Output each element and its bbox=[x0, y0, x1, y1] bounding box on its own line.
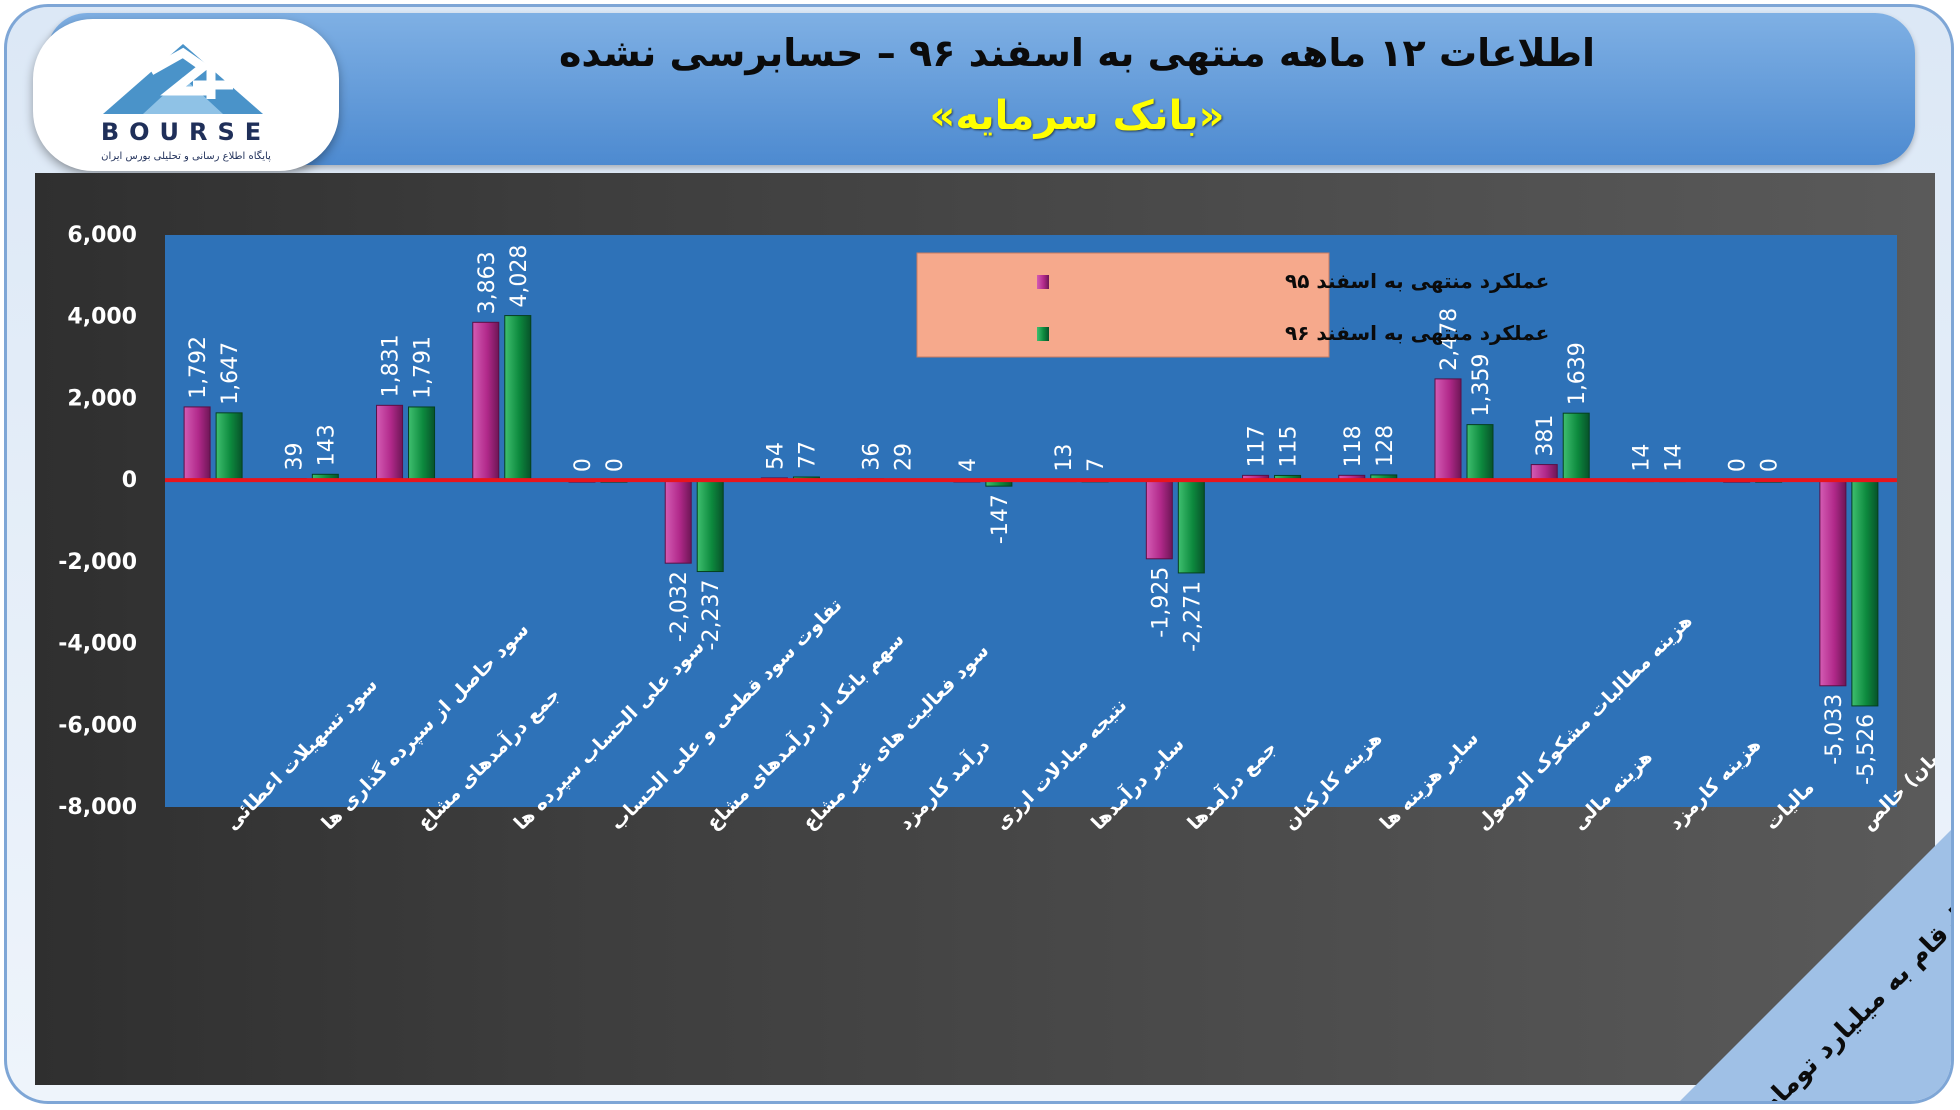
y-tick-label: -2,000 bbox=[58, 550, 137, 575]
bar-1 bbox=[472, 321, 500, 481]
data-label: -1,925 bbox=[1148, 567, 1173, 638]
bar-2 bbox=[1466, 424, 1494, 481]
data-label: -2,271 bbox=[1180, 581, 1205, 652]
bourse24-logo: BOURSE پایگاه اطلاع رسانی و تحلیلی بورس … bbox=[33, 19, 339, 171]
data-label: 7 bbox=[1084, 458, 1109, 472]
data-label: 115 bbox=[1277, 425, 1302, 467]
legend: عملکرد منتهی به اسفند ۹۵ عملکرد منتهی به … bbox=[916, 252, 1549, 358]
y-tick-label: 4,000 bbox=[67, 305, 137, 330]
data-label: 39 bbox=[282, 443, 307, 471]
bar-2 bbox=[215, 412, 243, 481]
bar-1 bbox=[183, 406, 211, 481]
data-label: 54 bbox=[763, 442, 788, 470]
data-label: 1,791 bbox=[411, 336, 436, 399]
legend-label: عملکرد منتهی به اسفند ۹۶ bbox=[1285, 321, 1549, 345]
data-label: 117 bbox=[1245, 425, 1270, 467]
header-band bbox=[47, 13, 1915, 165]
data-label: 14 bbox=[1661, 444, 1686, 472]
data-label: 1,831 bbox=[379, 334, 404, 397]
legend-swatch bbox=[1037, 275, 1049, 289]
legend-label: عملکرد منتهی به اسفند ۹۵ bbox=[1285, 269, 1549, 293]
bar-1 bbox=[1434, 378, 1462, 481]
svg-text:پایگاه اطلاع رسانی و تحلیلی بو: پایگاه اطلاع رسانی و تحلیلی بورس ایران bbox=[101, 150, 271, 162]
data-label: 128 bbox=[1373, 425, 1398, 467]
bar-chart: 6,000 4,000 2,000 0 -2,000 -4,000 -6,000 -8,000… bbox=[58, 223, 1935, 835]
bar-2 bbox=[504, 315, 532, 481]
unit-badge: ارقام به میلیارد تومان bbox=[1680, 830, 1951, 1101]
data-label: 4,028 bbox=[507, 245, 532, 308]
bar-2 bbox=[408, 406, 436, 481]
data-label: 1,792 bbox=[186, 336, 211, 399]
data-label: 1,359 bbox=[1469, 354, 1494, 417]
chart-title: اطلاعات ۱۲ ماهه منتهی به اسفند ۹۶ – حساب… bbox=[558, 31, 1596, 75]
data-label: -147 bbox=[988, 494, 1013, 544]
logo-graphic: BOURSE پایگاه اطلاع رسانی و تحلیلی بورس … bbox=[43, 44, 329, 162]
data-label: 0 bbox=[1726, 458, 1751, 472]
bar-2 bbox=[1851, 479, 1879, 707]
data-label: -5,526 bbox=[1854, 714, 1879, 785]
data-label: -2,237 bbox=[699, 580, 724, 651]
data-label: 1,639 bbox=[1565, 342, 1590, 405]
chart-area: 6,000 4,000 2,000 0 -2,000 -4,000 -6,000 -8,000… bbox=[35, 173, 1935, 1085]
chart-subtitle: «بانک سرمایه» bbox=[929, 93, 1225, 139]
data-label: -5,033 bbox=[1822, 694, 1847, 765]
data-label: 0 bbox=[571, 458, 596, 472]
bar-1 bbox=[664, 479, 692, 564]
y-tick-label: -6,000 bbox=[58, 713, 137, 738]
data-label: 13 bbox=[1052, 444, 1077, 472]
bar-1 bbox=[1530, 464, 1558, 481]
data-label: 4 bbox=[956, 458, 981, 472]
svg-text:BOURSE: BOURSE bbox=[101, 118, 271, 146]
data-label: 1,647 bbox=[218, 342, 243, 405]
bar-2 bbox=[1177, 479, 1205, 574]
y-tick-label: -4,000 bbox=[58, 632, 137, 657]
data-label: 3,863 bbox=[475, 251, 500, 314]
bar-1 bbox=[1145, 479, 1173, 560]
bar-1 bbox=[1819, 479, 1847, 687]
data-label: 0 bbox=[1758, 458, 1783, 472]
y-tick-label: 6,000 bbox=[67, 223, 137, 248]
bar-1 bbox=[376, 404, 404, 481]
data-label: -2,032 bbox=[667, 571, 692, 642]
y-tick-label: 0 bbox=[122, 468, 137, 493]
bar-2 bbox=[1562, 412, 1590, 481]
data-label: 29 bbox=[892, 443, 917, 471]
data-label: 2,478 bbox=[1437, 308, 1462, 371]
data-label: 143 bbox=[314, 424, 339, 466]
legend-swatch bbox=[1037, 327, 1049, 341]
page-frame: BOURSE پایگاه اطلاع رسانی و تحلیلی بورس … bbox=[4, 4, 1954, 1104]
y-tick-label: -8,000 bbox=[58, 795, 137, 820]
data-label: 14 bbox=[1629, 444, 1654, 472]
data-label: 77 bbox=[795, 441, 820, 469]
data-label: 36 bbox=[860, 443, 885, 471]
bar-2 bbox=[696, 479, 724, 573]
legend-box bbox=[916, 252, 1330, 358]
y-tick-label: 2,000 bbox=[67, 386, 137, 411]
data-label: 381 bbox=[1533, 415, 1558, 457]
data-label: 0 bbox=[603, 458, 628, 472]
data-label: 118 bbox=[1341, 425, 1366, 467]
